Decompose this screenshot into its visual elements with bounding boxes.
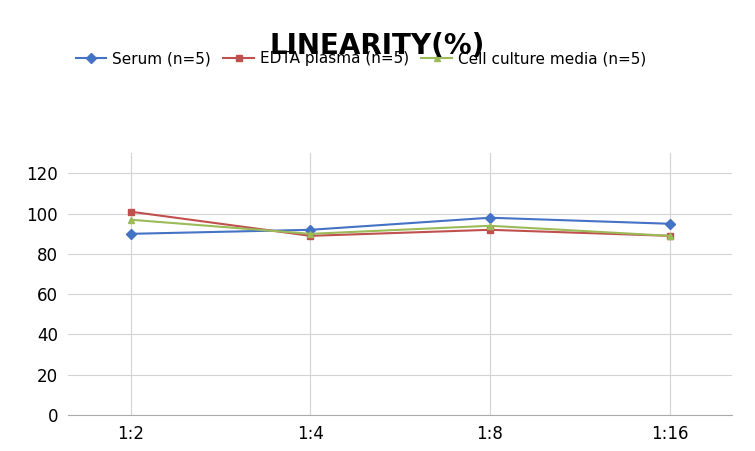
Legend: Serum (n=5), EDTA plasma (n=5), Cell culture media (n=5): Serum (n=5), EDTA plasma (n=5), Cell cul… [76,51,646,66]
Text: LINEARITY(%): LINEARITY(%) [270,32,485,60]
